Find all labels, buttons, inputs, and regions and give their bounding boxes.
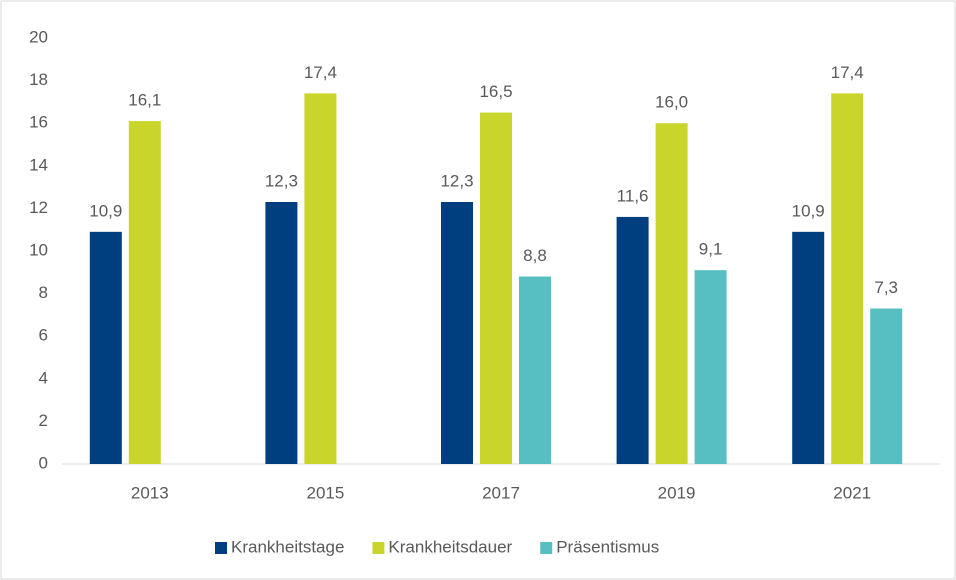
x-tick-label: 2013 (131, 483, 169, 502)
y-tick-label: 6 (39, 326, 48, 345)
value-label: 12,3 (265, 171, 298, 190)
value-label: 16,1 (128, 91, 161, 110)
value-label: 12,3 (440, 171, 473, 190)
value-label: 17,4 (831, 63, 864, 82)
x-tick-label: 2015 (306, 483, 344, 502)
legend-swatch (540, 542, 553, 554)
bar (792, 231, 825, 464)
value-label: 16,0 (655, 93, 688, 112)
y-tick-label: 2 (39, 411, 48, 430)
legend-label: Krankheitstage (231, 537, 344, 556)
y-tick-label: 16 (29, 113, 48, 132)
bar (831, 93, 864, 464)
y-tick-label: 18 (29, 70, 48, 89)
bar (441, 202, 473, 464)
value-label: 7,3 (874, 278, 898, 297)
bar (480, 112, 512, 465)
x-tick-label: 2019 (658, 483, 696, 502)
y-tick-label: 14 (29, 155, 48, 174)
bar (870, 308, 903, 464)
y-tick-label: 0 (39, 453, 48, 472)
legend-label: Präsentismus (556, 537, 659, 556)
value-label: 10,9 (792, 201, 825, 220)
x-tick-label: 2017 (482, 483, 520, 502)
legend-swatch (372, 542, 385, 554)
bar (694, 270, 727, 464)
legend-swatch (215, 542, 227, 554)
y-tick-label: 4 (39, 368, 48, 387)
bar (89, 231, 122, 464)
value-label: 17,4 (304, 63, 337, 82)
bar (304, 93, 337, 464)
value-label: 10,9 (89, 201, 122, 220)
bar (655, 123, 688, 464)
y-tick-label: 10 (29, 240, 48, 259)
value-label: 9,1 (699, 240, 723, 259)
y-tick-label: 8 (39, 283, 48, 302)
value-label: 8,8 (523, 246, 547, 265)
y-tick-label: 20 (29, 27, 48, 46)
bar (128, 121, 161, 464)
bar (265, 202, 298, 464)
value-label: 16,5 (479, 82, 512, 101)
legend-label: Krankheitsdauer (388, 537, 512, 556)
bar (616, 216, 649, 464)
value-label: 11,6 (617, 186, 649, 205)
bar (519, 276, 551, 464)
y-tick-label: 12 (29, 198, 48, 217)
x-tick-label: 2021 (833, 483, 871, 502)
